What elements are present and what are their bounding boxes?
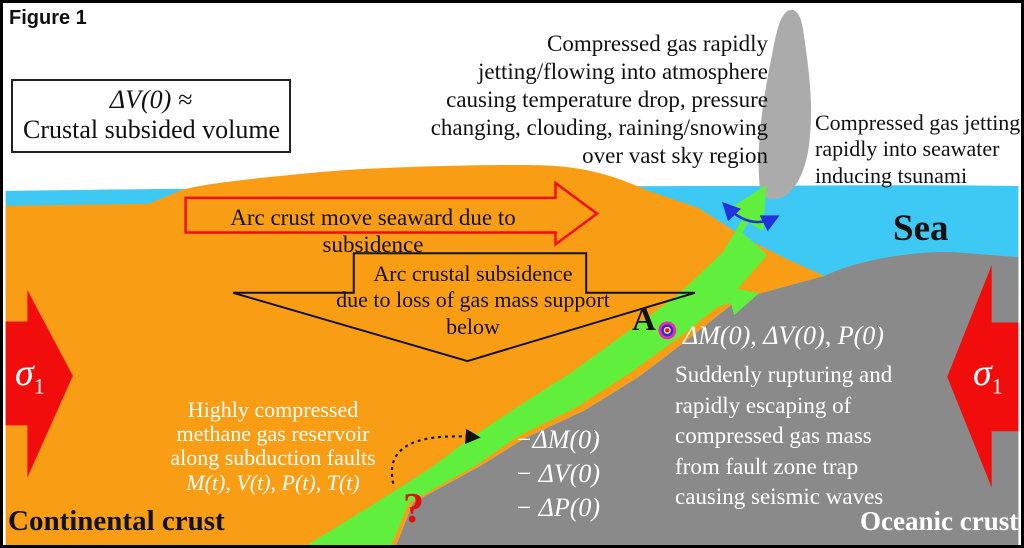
sea-label: Sea [893, 208, 949, 249]
sigma1-right-arrow [947, 265, 1019, 488]
text-line: rapidly into seawater [815, 136, 1000, 162]
oceanic-crust-shape [396, 251, 1019, 545]
sigma-subscript: 1 [991, 373, 1003, 399]
text-line: methane gas reservoir [176, 421, 370, 447]
text-line: Highly compressed [187, 397, 359, 422]
subsidence-callout-text: Arc crustal subsidence due to loss of ga… [288, 261, 658, 340]
text-line: −ΔM(0) [515, 425, 600, 454]
text-line: Arc crustal subsidence [373, 261, 573, 286]
text-line: − ΔV(0) [515, 458, 601, 488]
initial-state-label: ΔM(0), ΔV(0), P(0) [683, 321, 884, 350]
text-line: changing, clouding, raining/snowing [430, 115, 768, 141]
text-line: Compressed gas rapidly [546, 31, 768, 56]
text-line: from fault zone trap [675, 453, 859, 479]
text-line: jetting/flowing into atmosphere [477, 59, 768, 85]
subsidence-callout-shape [232, 252, 696, 363]
gas-plume-shape [758, 10, 812, 199]
loss-terms-note: −ΔM(0) − ΔV(0) − ΔP(0) [515, 423, 600, 524]
oceanic-crust-label: Oceanic crust [860, 506, 1019, 536]
gas-reservoir-note: Highly compressed methane gas reservoir … [138, 397, 408, 495]
text-line: Crustal subsided volume [23, 115, 281, 145]
reservoir-math-line: M(t), V(t), P(t), T(t) [186, 469, 360, 495]
text-line: along subduction faults [170, 445, 376, 471]
text-line: due to loss of gas mass support [336, 287, 610, 313]
seaward-arrow-outline [184, 180, 600, 247]
oscillation-arrow [722, 202, 780, 232]
sigma-symbol: σ [15, 352, 34, 394]
sigma-subscript: 1 [33, 373, 45, 399]
continental-crust-label: Continental crust [8, 505, 225, 537]
seaward-arrow-label: Arc crust move seaward due to subsidence [230, 205, 516, 257]
gas-branch-arrow [689, 286, 759, 316]
sigma-symbol: σ [973, 352, 992, 394]
text-line: ΔV(0) ≈ [109, 85, 193, 114]
text-line: Suddenly rupturing and [675, 362, 893, 387]
sigma1-right-label: σ1 [973, 351, 1003, 399]
text-line: over vast sky region [582, 143, 768, 169]
text-line: causing seismic waves [675, 484, 884, 510]
seawater-jet-note: Compressed gas jetting rapidly into seaw… [815, 110, 1020, 189]
figure-label: Figure 1 [9, 7, 87, 29]
terrain-diagram [5, 10, 1019, 545]
text-line: − ΔP(0) [515, 492, 601, 522]
sigma1-left-arrow [5, 289, 73, 478]
question-mark-label: ? [403, 486, 424, 532]
dotted-pointer-arrow [390, 428, 481, 484]
point-a-label: A [632, 302, 656, 338]
atmosphere-jet-note: Compressed gas rapidly jetting/flowing i… [343, 30, 768, 170]
text-line: Compressed gas jetting [815, 110, 1021, 135]
rupture-note: Suddenly rupturing and rapidly escaping … [675, 360, 892, 513]
subsided-volume-box: ΔV(0) ≈ Crustal subsided volume [11, 79, 291, 154]
text-line: rapidly escaping of [675, 392, 852, 418]
text-line: inducing tsunami [815, 162, 968, 188]
text-line: compressed gas mass [675, 423, 872, 449]
text-line: below [446, 313, 500, 339]
point-a-marker [658, 321, 677, 340]
sigma1-left-label: σ1 [15, 351, 45, 399]
continental-crust-shape [5, 165, 825, 545]
text-line: causing temperature drop, pressure [446, 87, 768, 113]
